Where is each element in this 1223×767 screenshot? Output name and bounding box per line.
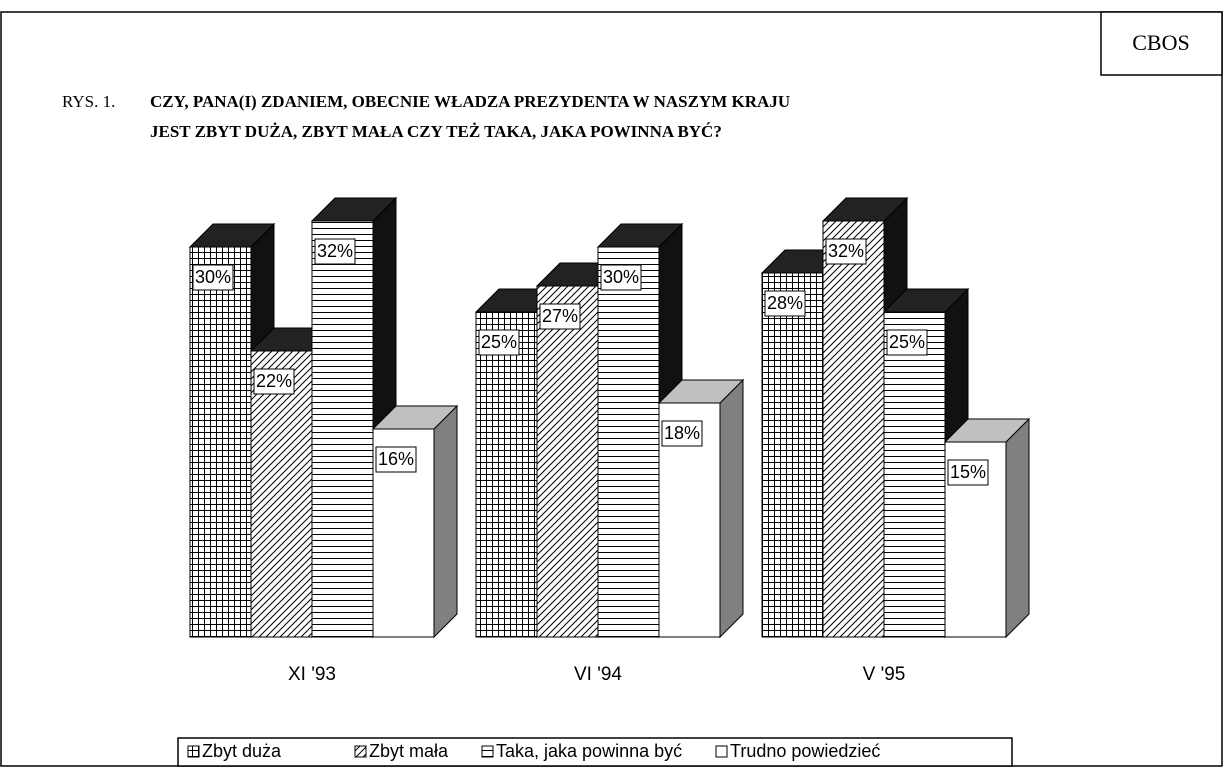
label-box bbox=[192, 264, 234, 291]
figure-label: RYS. 1. bbox=[62, 92, 115, 111]
bar-side bbox=[1005, 417, 1030, 639]
x-tick-label: VI '94 bbox=[574, 664, 622, 685]
label-box bbox=[478, 329, 520, 356]
bar bbox=[536, 285, 599, 638]
label-box bbox=[375, 446, 417, 473]
bar bbox=[189, 246, 252, 638]
data-label: 15% bbox=[950, 462, 986, 482]
legend-swatch bbox=[354, 745, 367, 758]
data-label: 25% bbox=[889, 332, 925, 352]
legend-label: Taka, jaka powinna być bbox=[496, 741, 682, 761]
data-label: 25% bbox=[481, 332, 517, 352]
x-tick-label: XI '93 bbox=[288, 664, 336, 685]
label-box bbox=[886, 329, 928, 356]
label-box bbox=[253, 368, 295, 395]
legend-swatch bbox=[481, 745, 494, 758]
label-box bbox=[947, 459, 989, 486]
label-box bbox=[314, 238, 356, 265]
bar bbox=[250, 350, 313, 638]
label-box bbox=[600, 264, 642, 291]
chart-title: CZY, PANA(I) ZDANIEM, OBECNIE WŁADZA PRE… bbox=[150, 92, 790, 111]
x-tick-label: V '95 bbox=[863, 664, 906, 685]
label-box bbox=[825, 238, 867, 265]
legend-label: Zbyt duża bbox=[202, 741, 282, 761]
data-label: 32% bbox=[828, 241, 864, 261]
data-label: 30% bbox=[195, 267, 231, 287]
data-label: 32% bbox=[317, 241, 353, 261]
source-box bbox=[1100, 11, 1223, 76]
bar-side bbox=[433, 404, 458, 639]
chart-title: JEST ZBYT DUŻA, ZBYT MAŁA CZY TEŻ TAKA, … bbox=[150, 122, 722, 141]
source: CBOS bbox=[1132, 30, 1189, 55]
data-label: 27% bbox=[542, 306, 578, 326]
legend-box bbox=[177, 737, 1013, 767]
data-label: 16% bbox=[378, 449, 414, 469]
data-label: 18% bbox=[664, 423, 700, 443]
legend-label: Zbyt mała bbox=[369, 741, 449, 761]
bar bbox=[822, 220, 885, 638]
bar bbox=[475, 311, 538, 638]
label-box bbox=[539, 303, 581, 330]
bar bbox=[311, 220, 374, 638]
legend-swatch bbox=[187, 745, 200, 758]
legend-label: Trudno powiedzieć bbox=[730, 741, 880, 761]
label-box bbox=[764, 290, 806, 317]
data-label: 28% bbox=[767, 293, 803, 313]
bar bbox=[883, 311, 946, 638]
label-box bbox=[661, 420, 703, 447]
bar-side bbox=[719, 378, 744, 639]
data-label: 30% bbox=[603, 267, 639, 287]
data-label: 22% bbox=[256, 371, 292, 391]
legend-swatch bbox=[715, 745, 728, 758]
bar bbox=[597, 246, 660, 638]
bar bbox=[761, 272, 824, 638]
